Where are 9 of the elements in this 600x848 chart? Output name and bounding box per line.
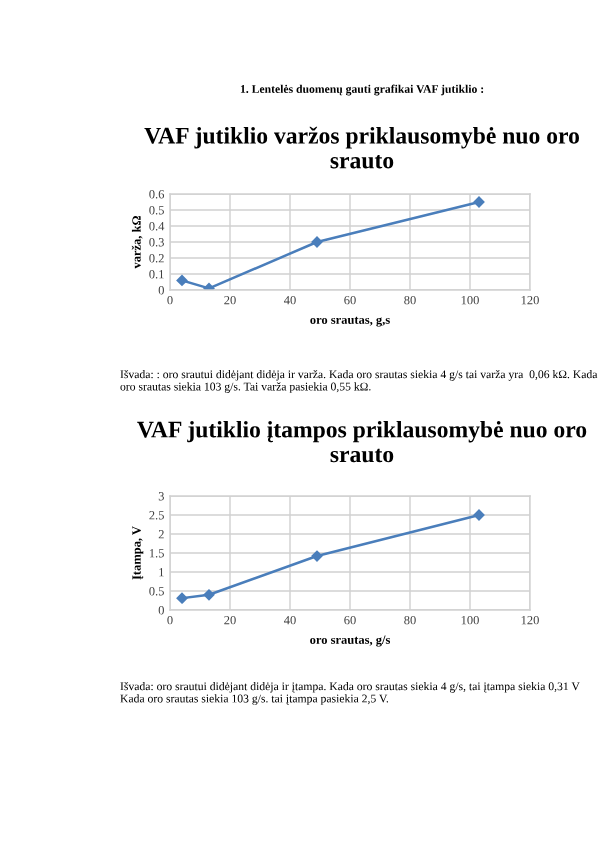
point <box>203 589 215 601</box>
chart-title: VAF jutiklio varžos priklausomybė nuo oro srauto <box>144 126 579 169</box>
point <box>311 236 323 248</box>
chart-title: VAF jutiklio įtampos priklausomybė nuo oro srauto <box>137 420 587 463</box>
point <box>176 592 188 604</box>
point <box>473 509 485 521</box>
point <box>473 196 485 208</box>
point <box>311 550 323 562</box>
point <box>176 275 188 286</box>
